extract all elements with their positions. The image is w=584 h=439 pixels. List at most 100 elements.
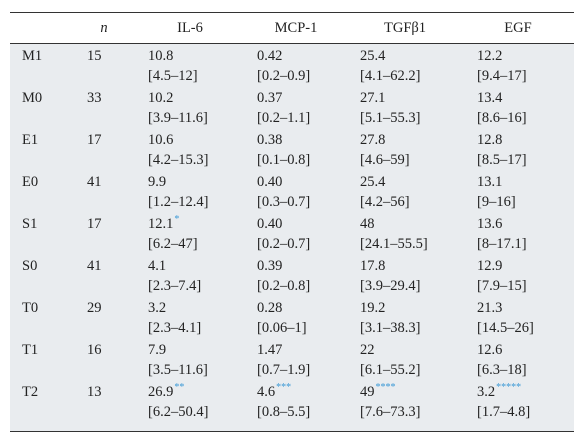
cell-range: [2.3–7.4] xyxy=(148,278,202,294)
cell-value: 0.40 xyxy=(257,215,282,233)
cell-value: 10.8 xyxy=(148,47,173,65)
value: 13.4 xyxy=(477,90,503,106)
cell-range: [3.5–11.6] xyxy=(148,362,208,378)
cell-range: [5.1–55.3] xyxy=(360,110,421,126)
value: 0.42 xyxy=(257,48,283,64)
row-label: T0 xyxy=(22,300,39,316)
value: 4.6 xyxy=(257,384,276,400)
cell-range: [6.2–50.4] xyxy=(148,404,209,420)
row-label: E1 xyxy=(22,132,39,148)
value: 25.4 xyxy=(360,48,386,64)
cell-range: [3.1–38.3] xyxy=(360,320,421,336)
cell-range: [0.2–0.9] xyxy=(257,68,311,84)
value: 9.9 xyxy=(148,174,167,190)
row-label: M0 xyxy=(22,90,43,106)
value: 0.40 xyxy=(257,216,283,232)
value: 12.2 xyxy=(477,48,503,64)
cell-value: 0.28 xyxy=(257,299,282,317)
value: 12.9 xyxy=(477,258,503,274)
cell-value: 0.42 xyxy=(257,47,282,65)
cell-value: 9.9 xyxy=(148,173,166,191)
cell-range: [7.9–15] xyxy=(477,278,527,294)
cell-range: [8.5–17] xyxy=(477,152,527,168)
value: 0.40 xyxy=(257,174,283,190)
column-header: n xyxy=(100,20,108,36)
cell-range: [6.2–47] xyxy=(148,236,198,252)
value: 0.38 xyxy=(257,132,283,148)
cell-range: [4.5–12] xyxy=(148,68,198,84)
cell-value: 22 xyxy=(360,341,375,359)
cell-value: 19.2 xyxy=(360,299,385,317)
row-n: 15 xyxy=(87,48,102,64)
value: 12.1 xyxy=(148,216,174,232)
column-header: MCP-1 xyxy=(274,20,318,36)
cell-value: 0.38 xyxy=(257,131,282,149)
cell-value: 3.2***** xyxy=(477,382,522,403)
cell-value: 0.37 xyxy=(257,89,282,107)
value: 12.6 xyxy=(477,342,503,358)
cell-range: [4.6–59] xyxy=(360,152,410,168)
cell-value: 27.8 xyxy=(360,131,385,149)
cell-value: 4.6*** xyxy=(257,382,292,403)
value: 0.28 xyxy=(257,300,283,316)
row-n: 17 xyxy=(87,132,102,148)
row-label: T2 xyxy=(22,384,39,400)
value: 22 xyxy=(360,342,375,358)
cell-range: [1.7–4.8] xyxy=(477,404,531,420)
cell-range: [14.5–26] xyxy=(477,320,534,336)
cell-range: [6.3–18] xyxy=(477,362,527,378)
value: 3.2 xyxy=(148,300,167,316)
value: 12.8 xyxy=(477,132,503,148)
cell-value: 21.3 xyxy=(477,299,502,317)
value: 0.37 xyxy=(257,90,283,106)
cell-range: [3.9–11.6] xyxy=(148,110,208,126)
value: 10.2 xyxy=(148,90,174,106)
cell-value: 27.1 xyxy=(360,89,385,107)
value: 21.3 xyxy=(477,300,503,316)
value: 49 xyxy=(360,384,375,400)
footnote-marker: **** xyxy=(375,382,396,393)
cell-range: [0.2–0.7] xyxy=(257,236,311,252)
cell-value: 7.9 xyxy=(148,341,166,359)
value: 7.9 xyxy=(148,342,167,358)
cell-range: [0.06–1] xyxy=(257,320,307,336)
cell-value: 17.8 xyxy=(360,257,385,275)
cell-value: 13.4 xyxy=(477,89,502,107)
cell-value: 3.2 xyxy=(148,299,166,317)
footnote-marker: *** xyxy=(276,382,292,393)
column-header: EGF xyxy=(504,20,532,36)
row-label: T1 xyxy=(22,342,39,358)
value: 3.2 xyxy=(477,384,496,400)
value: 25.4 xyxy=(360,174,386,190)
cell-value: 12.9 xyxy=(477,257,502,275)
cell-range: [0.1–0.8] xyxy=(257,152,311,168)
cell-range: [7.6–73.3] xyxy=(360,404,421,420)
cell-range: [3.9–29.4] xyxy=(360,278,421,294)
cell-range: [9–16] xyxy=(477,194,516,210)
row-label: M1 xyxy=(22,48,43,64)
value: 27.8 xyxy=(360,132,386,148)
cell-range: [1.2–12.4] xyxy=(148,194,209,210)
table: n IL-6 MCP-1 TGFβ1 EGF M1 15 10.8 [4.5–12] 0.42 [… xyxy=(10,12,574,432)
cell-range: [24.1–55.5] xyxy=(360,236,428,252)
value: 19.2 xyxy=(360,300,386,316)
row-n: 13 xyxy=(87,384,102,400)
cell-range: [0.7–1.9] xyxy=(257,362,311,378)
row-n: 17 xyxy=(87,216,102,232)
row-label: E0 xyxy=(22,174,39,190)
cell-value: 0.39 xyxy=(257,257,282,275)
footnote-marker: ***** xyxy=(496,382,522,393)
cell-range: [9.4–17] xyxy=(477,68,527,84)
cell-range: [0.8–5.5] xyxy=(257,404,311,420)
row-label: S0 xyxy=(22,258,38,274)
column-header: TGFβ1 xyxy=(383,20,427,36)
cell-range: [0.2–0.8] xyxy=(257,278,311,294)
row-label: S1 xyxy=(22,216,38,232)
cell-range: [8–17.1] xyxy=(477,236,527,252)
cell-value: 13.1 xyxy=(477,173,502,191)
cell-value: 12.6 xyxy=(477,341,502,359)
cell-value: 10.2 xyxy=(148,89,173,107)
value: 26.9 xyxy=(148,384,174,400)
value: 13.6 xyxy=(477,216,503,232)
